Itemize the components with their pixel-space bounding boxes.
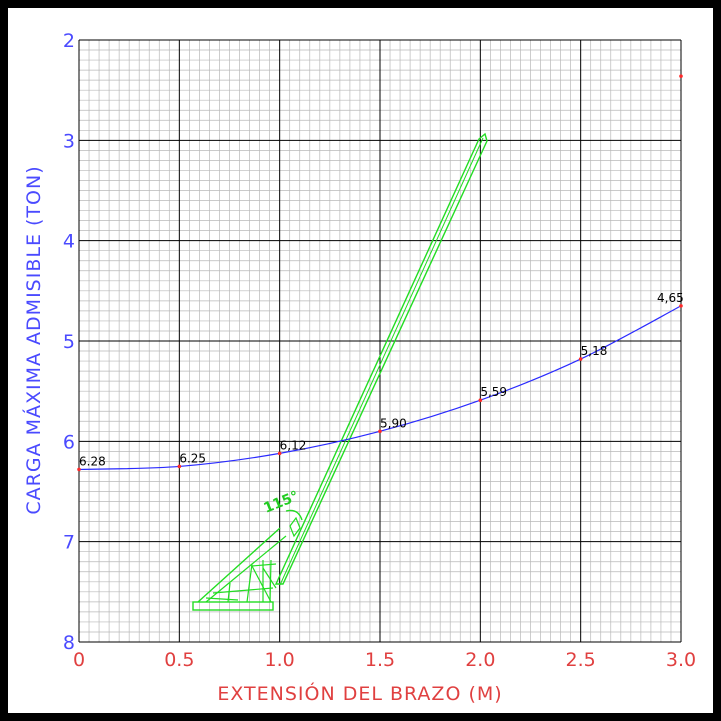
data-label: 5,18	[581, 344, 608, 358]
y-tick-label: 6	[63, 431, 75, 453]
data-point	[679, 304, 683, 308]
x-tick-label: 0.5	[164, 649, 194, 671]
x-tick-label: 3.0	[666, 649, 696, 671]
data-label: 6,12	[280, 438, 307, 452]
data-points	[77, 74, 683, 472]
crane-cross-2	[251, 565, 272, 603]
crane-hinge	[289, 516, 301, 538]
crane-cross-5	[227, 582, 231, 603]
crane-brace-2	[205, 535, 287, 603]
chart-frame: 115° 6.28 6.25 6,12 5,90 5,59 5,18 4,65 2 3 4 5 6 7…	[8, 8, 713, 713]
extra-data-point	[679, 74, 683, 78]
data-point	[177, 464, 182, 469]
x-tick-label: 1.5	[365, 649, 395, 671]
data-point	[578, 357, 583, 361]
chart-svg: 115° 6.28 6.25 6,12 5,90 5,59 5,18 4,65 2 3 4 5 6 7…	[22, 30, 696, 705]
data-point	[378, 429, 382, 434]
crane-arm	[274, 132, 488, 585]
y-axis-title: CARGA MÁXIMA ADMISIBLE (TON)	[22, 165, 45, 514]
x-tick-label: 0	[73, 649, 85, 671]
data-label: 4,65	[657, 291, 684, 305]
x-tick-label: 1.0	[265, 649, 295, 671]
y-tick-label: 5	[63, 331, 75, 353]
data-point	[77, 467, 81, 472]
y-tick-label: 7	[63, 532, 75, 554]
x-tick-label: 2.0	[465, 649, 495, 671]
y-tick-label: 8	[63, 632, 75, 654]
data-label: 5,90	[380, 416, 407, 430]
crane-base	[192, 601, 274, 611]
crane-angle-label: 115°	[262, 488, 302, 516]
y-tick-label: 2	[63, 30, 75, 52]
data-label: 6.28	[79, 454, 106, 468]
y-tick-labels: 2 3 4 5 6 7 8	[63, 30, 75, 654]
crane-arm-inner	[279, 137, 484, 586]
crane-post-1	[246, 563, 253, 603]
x-tick-label: 2.5	[566, 649, 596, 671]
crane-post-3	[269, 559, 272, 603]
crane-cross-3	[262, 567, 277, 589]
crane-angle-arc	[285, 509, 303, 521]
crane-cross-4	[205, 597, 239, 601]
x-tick-labels: 0 0.5 1.0 1.5 2.0 2.5 3.0	[73, 649, 696, 671]
y-tick-label: 3	[63, 130, 75, 152]
crane-cross-1	[251, 563, 277, 567]
y-tick-label: 4	[63, 231, 75, 253]
data-label: 6.25	[179, 451, 206, 465]
x-axis-title: EXTENSIÓN DEL BRAZO (M)	[217, 681, 502, 705]
data-labels: 6.28 6.25 6,12 5,90 5,59 5,18 4,65	[79, 291, 684, 469]
data-label: 5,59	[480, 385, 507, 399]
data-point	[478, 398, 483, 402]
data-point	[277, 451, 282, 456]
crane-brace-1	[197, 527, 281, 603]
